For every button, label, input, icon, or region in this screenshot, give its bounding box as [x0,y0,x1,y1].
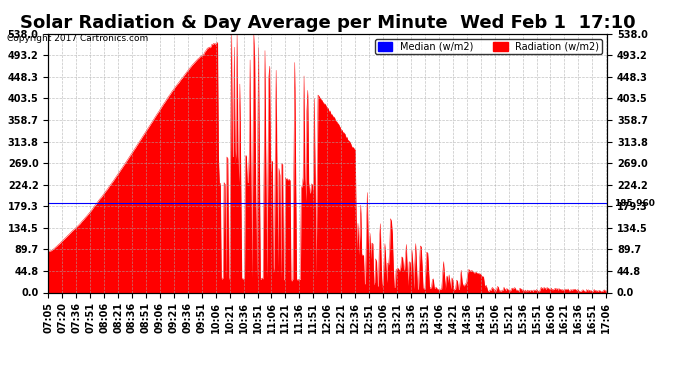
Text: Copyright 2017 Cartronics.com: Copyright 2017 Cartronics.com [7,34,148,43]
Text: 185.960: 185.960 [614,199,655,208]
Title: Solar Radiation & Day Average per Minute  Wed Feb 1  17:10: Solar Radiation & Day Average per Minute… [20,14,635,32]
Legend: Median (w/m2), Radiation (w/m2): Median (w/m2), Radiation (w/m2) [375,39,602,54]
